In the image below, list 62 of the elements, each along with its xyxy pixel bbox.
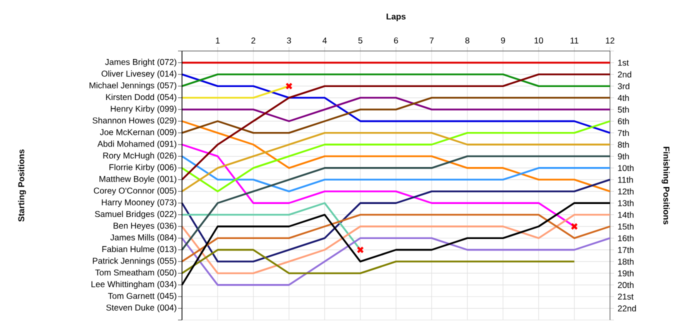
y-tick-label: 11th [618, 176, 633, 183]
text: James Bright (072) [105, 58, 176, 67]
text: Ben Heyes (036) [114, 222, 176, 230]
text: Corey O'Connor (005) [94, 187, 176, 196]
text: Abdi Mohamed (091) [97, 140, 176, 149]
y-tick-label: 9th [618, 153, 629, 160]
text: Harry Mooney (073) [102, 199, 176, 208]
y-tick-label: 2nd [618, 71, 632, 78]
text: Samuel Bridges (022) [94, 210, 176, 219]
y-tick-label: 21st [618, 294, 634, 300]
y-tick-label: 15th [618, 223, 634, 230]
y-tick-label: 1st [618, 60, 629, 66]
x-tick-label: 3 [286, 37, 291, 44]
y-tick-label: 18th [618, 258, 634, 265]
x-tick-label: 5 [358, 38, 362, 44]
text: Oliver Livesey (014) [102, 70, 176, 78]
x-axis-title: Laps [386, 14, 406, 22]
y-tick-label: 5th [618, 106, 629, 113]
text: Florrie Kirby (006) [109, 164, 176, 172]
text: Lee Whittingham (034) [92, 280, 176, 289]
y-tick-label: 12th [618, 188, 634, 194]
text: Rory McHugh (026) [103, 152, 176, 160]
y-tick-label: 8th [618, 141, 629, 148]
text: Fabian Hulme (013) [102, 246, 176, 254]
text: Shannon Howes (029) [92, 117, 176, 126]
text: Patrick Jennings (055) [92, 258, 176, 266]
x-tick-label: 10 [534, 37, 544, 44]
y-tick-label: 17th [618, 246, 634, 253]
x-tick-label: 2 [251, 38, 256, 44]
x-tick-label: 11 [570, 38, 578, 44]
text: Matthew Boyle (001) [100, 176, 176, 184]
text: Joe McKernan (009) [100, 128, 176, 137]
y-tick-label: 10th [618, 164, 634, 172]
x-tick-label: 9 [501, 37, 505, 44]
y-tick-label: 16th [618, 235, 634, 242]
y-tick-label: 20th [618, 282, 634, 288]
text: Tom Garnett (045) [108, 292, 176, 301]
text: Henry Kirby (099) [110, 106, 176, 114]
y-tick-label: 6th [618, 118, 629, 124]
x-tick-label: 8 [465, 37, 470, 44]
x-tick-label: 7 [430, 38, 434, 44]
y-tick-label: 13th [618, 200, 634, 206]
x-tick-label: 1 [216, 38, 220, 44]
x-tick-label: 12 [606, 38, 614, 44]
point [285, 82, 293, 90]
text: James Mills (084) [110, 234, 176, 242]
text: Kirsten Dodd (054) [106, 94, 176, 102]
x-tick-label: 4 [322, 38, 327, 44]
text: Michael Jennings (057) [90, 82, 176, 90]
y-tick-label: 22nd [618, 305, 636, 312]
y-tick-label: 3rd [618, 82, 630, 90]
y-axis-title: Finishing Positions [662, 146, 670, 224]
y-tick-label: 19th [618, 270, 634, 276]
x-tick-label: 6 [394, 37, 398, 44]
text: Tom Smeatham (050) [95, 269, 176, 278]
point [356, 246, 364, 254]
text: Starting Positions [18, 149, 26, 222]
y-tick-label: 4th [618, 94, 629, 101]
text: Steven Duke (004) [106, 304, 176, 312]
y-tick-label: 14th [618, 212, 634, 218]
y-tick-label: 7th [618, 130, 629, 136]
point [570, 222, 578, 230]
